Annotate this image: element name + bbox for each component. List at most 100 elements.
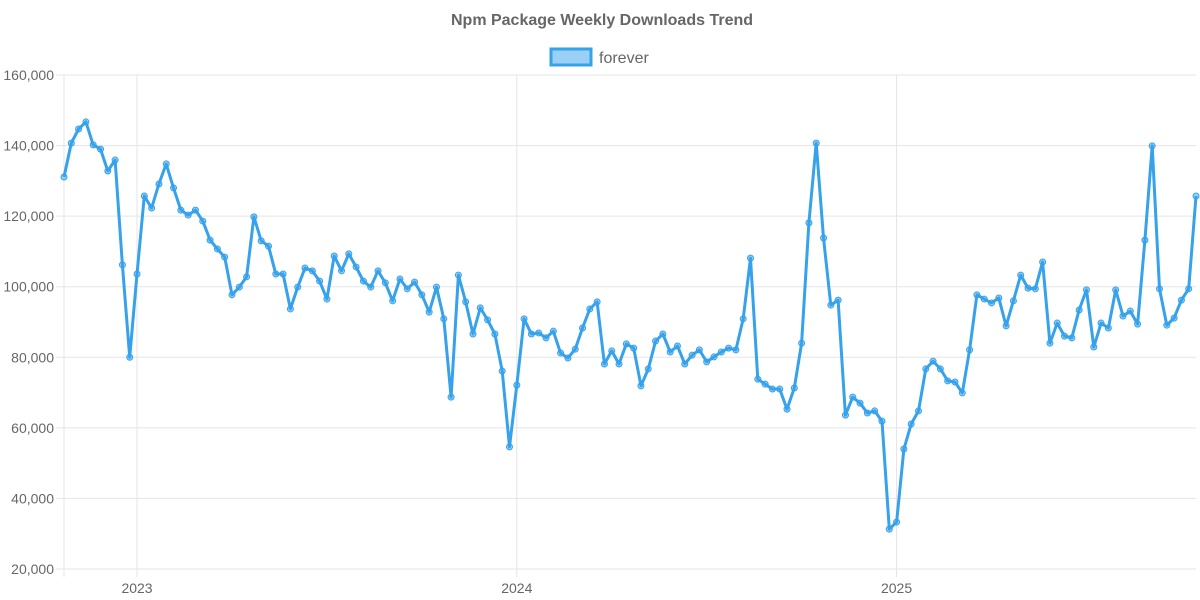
data-point[interactable] <box>695 346 703 354</box>
data-point[interactable] <box>1017 271 1025 279</box>
data-point[interactable] <box>308 267 316 275</box>
data-point[interactable] <box>659 330 667 338</box>
data-point[interactable] <box>608 347 616 355</box>
data-point[interactable] <box>980 295 988 303</box>
legend[interactable]: forever <box>549 47 649 67</box>
data-point[interactable] <box>1170 314 1178 322</box>
data-point[interactable] <box>1163 321 1171 329</box>
data-point[interactable] <box>352 263 360 271</box>
data-point[interactable] <box>97 145 105 153</box>
data-point[interactable] <box>871 407 879 415</box>
data-point[interactable] <box>527 330 535 338</box>
data-point[interactable] <box>1104 324 1112 332</box>
data-point[interactable] <box>454 271 462 279</box>
data-point[interactable] <box>1177 296 1185 304</box>
data-point[interactable] <box>257 237 265 245</box>
data-point[interactable] <box>783 405 791 413</box>
data-point[interactable] <box>630 344 638 352</box>
data-point[interactable] <box>411 278 419 286</box>
data-point[interactable] <box>243 273 251 281</box>
data-point[interactable] <box>856 399 864 407</box>
data-point[interactable] <box>1009 297 1017 305</box>
data-point[interactable] <box>279 270 287 278</box>
data-point[interactable] <box>170 184 178 192</box>
data-point[interactable] <box>622 340 630 348</box>
data-point[interactable] <box>834 296 842 304</box>
data-point[interactable] <box>432 283 440 291</box>
data-point[interactable] <box>761 380 769 388</box>
data-point[interactable] <box>725 344 733 352</box>
data-point[interactable] <box>140 192 148 200</box>
data-point[interactable] <box>272 270 280 278</box>
data-point[interactable] <box>893 518 901 526</box>
data-point[interactable] <box>586 305 594 313</box>
data-point[interactable] <box>286 305 294 313</box>
data-point[interactable] <box>520 315 528 323</box>
data-point[interactable] <box>75 125 83 133</box>
data-point[interactable] <box>199 217 207 225</box>
data-point[interactable] <box>484 316 492 324</box>
data-point[interactable] <box>221 253 229 261</box>
data-point[interactable] <box>389 297 397 305</box>
data-point[interactable] <box>914 407 922 415</box>
data-point[interactable] <box>929 357 937 365</box>
data-point[interactable] <box>1192 192 1200 200</box>
data-point[interactable] <box>1148 142 1156 150</box>
data-point[interactable] <box>235 283 243 291</box>
data-point[interactable] <box>447 393 455 401</box>
data-point[interactable] <box>513 381 521 389</box>
data-point[interactable] <box>1053 319 1061 327</box>
data-point[interactable] <box>827 301 835 309</box>
data-point[interactable] <box>440 315 448 323</box>
data-point[interactable] <box>1119 312 1127 320</box>
data-point[interactable] <box>849 393 857 401</box>
data-point[interactable] <box>82 118 90 126</box>
data-point[interactable] <box>191 206 199 214</box>
data-point[interactable] <box>126 353 134 361</box>
data-point[interactable] <box>958 389 966 397</box>
data-point[interactable] <box>644 365 652 373</box>
data-point[interactable] <box>104 167 112 175</box>
data-point[interactable] <box>1075 306 1083 314</box>
data-point[interactable] <box>995 294 1003 302</box>
data-point[interactable] <box>790 384 798 392</box>
data-point[interactable] <box>1002 322 1010 330</box>
data-point[interactable] <box>885 525 893 533</box>
data-point[interactable] <box>396 275 404 283</box>
data-point[interactable] <box>863 409 871 417</box>
data-point[interactable] <box>294 283 302 291</box>
data-point[interactable] <box>600 360 608 368</box>
data-point[interactable] <box>907 420 915 428</box>
data-point[interactable] <box>359 277 367 285</box>
data-point[interactable] <box>338 267 346 275</box>
data-point[interactable] <box>579 324 587 332</box>
data-point[interactable] <box>476 304 484 312</box>
data-point[interactable] <box>462 298 470 306</box>
data-point[interactable] <box>542 334 550 342</box>
data-point[interactable] <box>89 141 97 149</box>
data-point[interactable] <box>593 298 601 306</box>
data-point[interactable] <box>951 378 959 386</box>
data-point[interactable] <box>739 315 747 323</box>
data-point[interactable] <box>381 279 389 287</box>
data-point[interactable] <box>345 250 353 258</box>
data-point[interactable] <box>768 385 776 393</box>
data-point[interactable] <box>206 236 214 244</box>
data-point[interactable] <box>681 360 689 368</box>
data-point[interactable] <box>966 346 974 354</box>
data-point[interactable] <box>1039 258 1047 266</box>
data-point[interactable] <box>615 360 623 368</box>
data-point[interactable] <box>67 139 75 147</box>
data-point[interactable] <box>1155 285 1163 293</box>
data-point[interactable] <box>1141 236 1149 244</box>
data-point[interactable] <box>535 329 543 337</box>
data-point[interactable] <box>491 330 499 338</box>
data-point[interactable] <box>717 348 725 356</box>
data-point[interactable] <box>732 346 740 354</box>
data-point[interactable] <box>301 264 309 272</box>
data-point[interactable] <box>710 353 718 361</box>
data-point[interactable] <box>688 351 696 359</box>
data-point[interactable] <box>213 245 221 253</box>
data-point[interactable] <box>549 327 557 335</box>
data-point[interactable] <box>666 348 674 356</box>
